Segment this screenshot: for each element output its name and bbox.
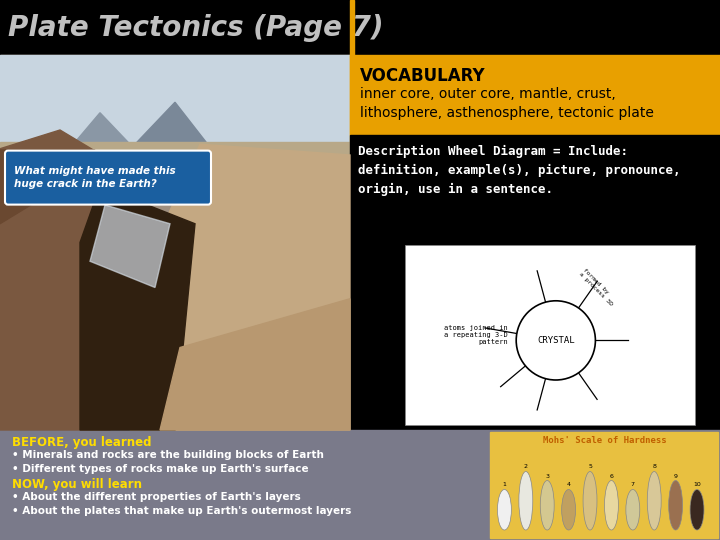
Text: BEFORE, you learned: BEFORE, you learned (12, 436, 151, 449)
Polygon shape (0, 130, 110, 430)
Text: 1: 1 (503, 483, 506, 488)
Text: 7: 7 (631, 483, 635, 488)
Text: 5: 5 (588, 464, 592, 469)
Text: Description Wheel Diagram = Include:
definition, example(s), picture, pronounce,: Description Wheel Diagram = Include: def… (358, 145, 680, 197)
Polygon shape (0, 150, 95, 224)
Text: 9: 9 (674, 474, 678, 478)
Ellipse shape (562, 489, 575, 530)
Text: Mohs' Scale of Hardness: Mohs' Scale of Hardness (543, 436, 667, 445)
Bar (490, 432, 718, 538)
Text: CRYSTAL: CRYSTAL (537, 336, 575, 345)
Polygon shape (160, 299, 350, 430)
Ellipse shape (626, 489, 640, 530)
Bar (0, 142, 350, 160)
Bar (350, 55, 720, 135)
Ellipse shape (540, 481, 554, 530)
Ellipse shape (669, 481, 683, 530)
Polygon shape (60, 113, 145, 160)
Bar (0, 55, 350, 160)
Bar (0, 55, 350, 430)
Text: 10: 10 (693, 483, 701, 488)
Polygon shape (130, 144, 350, 430)
Text: 6: 6 (610, 474, 613, 478)
Circle shape (516, 301, 595, 380)
Polygon shape (80, 186, 195, 430)
Text: 3: 3 (545, 474, 549, 478)
Ellipse shape (690, 489, 704, 530)
Text: atoms joined in
a repeating 3-D
pattern: atoms joined in a repeating 3-D pattern (444, 326, 508, 346)
Ellipse shape (583, 471, 597, 530)
Text: formed by
a process 3D: formed by a process 3D (577, 267, 617, 307)
FancyBboxPatch shape (5, 151, 211, 205)
Text: • About the different properties of Earth's layers: • About the different properties of Eart… (12, 492, 301, 502)
Bar (350, 135, 720, 430)
Text: • About the plates that make up Earth's outermost layers: • About the plates that make up Earth's … (12, 506, 351, 516)
Ellipse shape (605, 481, 618, 530)
Text: Plate Tectonics (Page 7): Plate Tectonics (Page 7) (8, 14, 384, 42)
Text: 8: 8 (652, 464, 656, 469)
Bar (0, 430, 720, 540)
Bar (405, 245, 695, 425)
Bar (350, 0, 354, 430)
Text: What might have made this
huge crack in the Earth?: What might have made this huge crack in … (14, 166, 176, 189)
Polygon shape (120, 102, 220, 160)
Ellipse shape (647, 471, 661, 530)
Ellipse shape (519, 471, 533, 530)
Text: • Different types of rocks make up Earth's surface: • Different types of rocks make up Earth… (12, 464, 309, 474)
Text: inner core, outer core, mantle, crust,
lithosphere, asthenosphere, tectonic plat: inner core, outer core, mantle, crust, l… (360, 87, 654, 120)
Text: 2: 2 (524, 464, 528, 469)
Ellipse shape (498, 489, 511, 530)
Text: 4: 4 (567, 483, 571, 488)
Text: • Minerals and rocks are the building blocks of Earth: • Minerals and rocks are the building bl… (12, 450, 324, 460)
Bar (0, 0, 720, 55)
Text: NOW, you will learn: NOW, you will learn (12, 478, 142, 491)
Polygon shape (90, 205, 170, 287)
Text: VOCABULARY: VOCABULARY (360, 67, 485, 85)
